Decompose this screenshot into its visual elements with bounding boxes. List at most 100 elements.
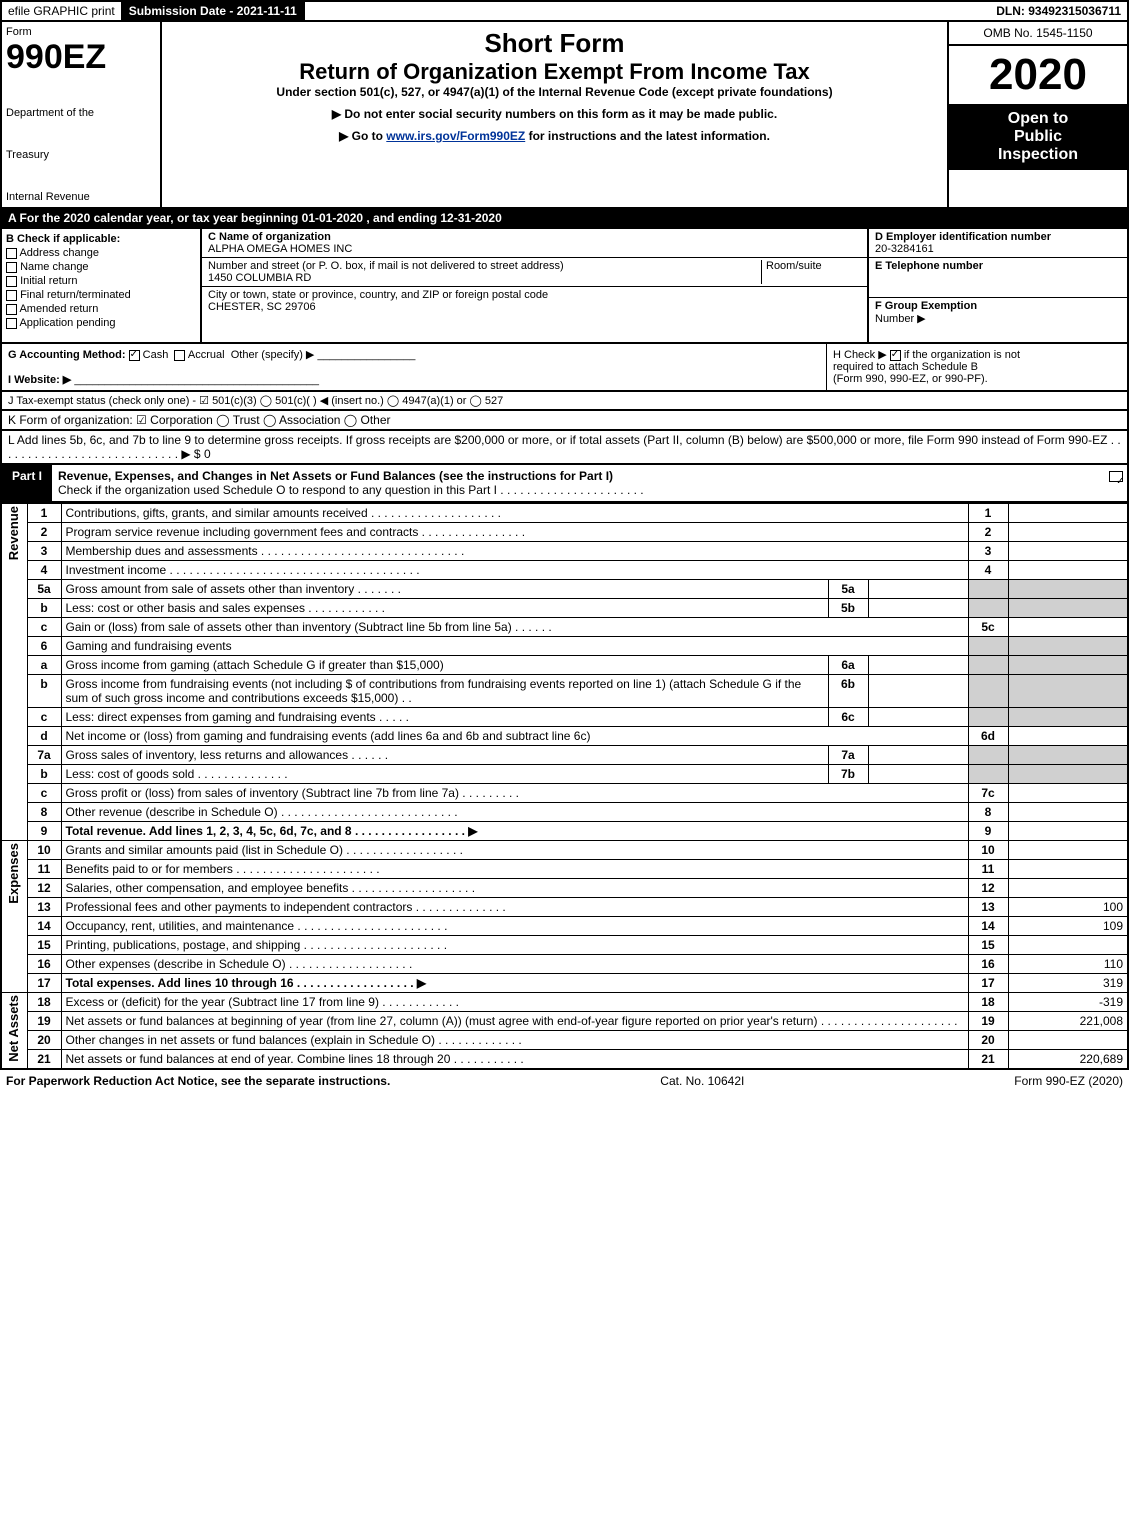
part-1-table: Revenue 1 Contributions, gifts, grants, …: [0, 503, 1129, 1070]
note2-pre: ▶ Go to: [339, 129, 386, 143]
form-number: 990EZ: [6, 38, 156, 77]
line-20-value: [1008, 1031, 1128, 1050]
table-row: 12Salaries, other compensation, and empl…: [1, 879, 1128, 898]
line-7a-value: [868, 746, 968, 765]
omb-number: OMB No. 1545-1150: [949, 22, 1127, 46]
line-g: G Accounting Method: Cash Accrual Other …: [2, 344, 827, 390]
table-row: 16Other expenses (describe in Schedule O…: [1, 955, 1128, 974]
line-6a-value: [868, 656, 968, 675]
check-amended-return[interactable]: Amended return: [6, 303, 196, 315]
table-row: 19Net assets or fund balances at beginni…: [1, 1012, 1128, 1031]
form-title-box: Short Form Return of Organization Exempt…: [162, 22, 947, 207]
irs-link[interactable]: www.irs.gov/Form990EZ: [386, 129, 525, 143]
box-b: B Check if applicable: Address change Na…: [2, 229, 202, 342]
city-label: City or town, state or province, country…: [208, 289, 861, 301]
line-18-value: -319: [1008, 993, 1128, 1012]
dln-label: DLN: 93492315036711: [990, 2, 1127, 20]
line-15-value: [1008, 936, 1128, 955]
line-l: L Add lines 5b, 6c, and 7b to line 9 to …: [0, 431, 1129, 465]
identification-block: B Check if applicable: Address change Na…: [0, 229, 1129, 344]
box-c: C Name of organization ALPHA OMEGA HOMES…: [202, 229, 867, 342]
table-row: 7aGross sales of inventory, less returns…: [1, 746, 1128, 765]
line-h: H Check ▶ if the organization is not req…: [827, 344, 1127, 390]
address-label: Number and street (or P. O. box, if mail…: [208, 260, 761, 272]
form-note-2: ▶ Go to www.irs.gov/Form990EZ for instru…: [168, 129, 941, 143]
form-number-box: Form 990EZ Department of the Treasury In…: [2, 22, 162, 207]
table-row: 6Gaming and fundraising events: [1, 637, 1128, 656]
table-row: 11Benefits paid to or for members . . . …: [1, 860, 1128, 879]
table-row: dNet income or (loss) from gaming and fu…: [1, 727, 1128, 746]
table-row: 15Printing, publications, postage, and s…: [1, 936, 1128, 955]
revenue-side-label: Revenue: [6, 506, 21, 560]
city-value: CHESTER, SC 29706: [208, 301, 861, 313]
part-1-header: Part I Revenue, Expenses, and Changes in…: [0, 465, 1129, 503]
table-row: Revenue 1 Contributions, gifts, grants, …: [1, 504, 1128, 523]
table-row: 8Other revenue (describe in Schedule O) …: [1, 803, 1128, 822]
accounting-accrual-checkbox[interactable]: [174, 350, 185, 361]
check-initial-return[interactable]: Initial return: [6, 275, 196, 287]
form-meta-box: OMB No. 1545-1150 2020 Open to Public In…: [947, 22, 1127, 207]
table-row: aGross income from gaming (attach Schedu…: [1, 656, 1128, 675]
form-title-1: Short Form: [168, 28, 941, 59]
line-16-value: 110: [1008, 955, 1128, 974]
department-line-3: Internal Revenue: [6, 191, 156, 203]
line-1-value: [1008, 504, 1128, 523]
line-7c-value: [1008, 784, 1128, 803]
table-row: bLess: cost of goods sold . . . . . . . …: [1, 765, 1128, 784]
expenses-side-label: Expenses: [6, 843, 21, 904]
check-application-pending[interactable]: Application pending: [6, 317, 196, 329]
accounting-cash-checkbox[interactable]: [129, 350, 140, 361]
line-8-value: [1008, 803, 1128, 822]
schedule-b-checkbox[interactable]: [890, 350, 901, 361]
part-1-schedule-o-checkbox[interactable]: [1109, 471, 1123, 482]
table-row: cGross profit or (loss) from sales of in…: [1, 784, 1128, 803]
form-word: Form: [6, 26, 156, 38]
table-row: Expenses 10Grants and similar amounts pa…: [1, 841, 1128, 860]
table-row: 20Other changes in net assets or fund ba…: [1, 1031, 1128, 1050]
box-d-e-f: D Employer identification number 20-3284…: [867, 229, 1127, 342]
department-line-2: Treasury: [6, 149, 156, 161]
tax-year: 2020: [949, 46, 1127, 104]
line-11-value: [1008, 860, 1128, 879]
line-7b-value: [868, 765, 968, 784]
form-title-2: Return of Organization Exempt From Incom…: [168, 59, 941, 85]
footer-left: For Paperwork Reduction Act Notice, see …: [6, 1074, 390, 1088]
line-9-value: [1008, 822, 1128, 841]
line-13-value: 100: [1008, 898, 1128, 917]
line-j: J Tax-exempt status (check only one) - ☑…: [0, 392, 1129, 411]
department-line-1: Department of the: [6, 107, 156, 119]
box-b-title: B Check if applicable:: [6, 233, 120, 245]
top-bar: efile GRAPHIC print Submission Date - 20…: [0, 0, 1129, 22]
table-row: 17Total expenses. Add lines 10 through 1…: [1, 974, 1128, 993]
line-3-value: [1008, 542, 1128, 561]
check-address-change[interactable]: Address change: [6, 247, 196, 259]
line-6b-value: [868, 675, 968, 708]
line-5a-value: [868, 580, 968, 599]
form-note-1: ▶ Do not enter social security numbers o…: [168, 107, 941, 121]
table-row: cGain or (loss) from sale of assets othe…: [1, 618, 1128, 637]
check-name-change[interactable]: Name change: [6, 261, 196, 273]
table-row: 2Program service revenue including gover…: [1, 523, 1128, 542]
telephone-label: E Telephone number: [875, 260, 983, 272]
page-footer: For Paperwork Reduction Act Notice, see …: [0, 1070, 1129, 1092]
line-6d-value: [1008, 727, 1128, 746]
open-public-inspection: Open to Public Inspection: [949, 104, 1127, 170]
table-row: 4Investment income . . . . . . . . . . .…: [1, 561, 1128, 580]
line-10-value: [1008, 841, 1128, 860]
table-row: 21Net assets or fund balances at end of …: [1, 1050, 1128, 1070]
group-exemption-label: F Group Exemption: [875, 300, 977, 312]
submission-date-button[interactable]: Submission Date - 2021-11-11: [123, 2, 305, 20]
line-19-value: 221,008: [1008, 1012, 1128, 1031]
net-assets-side-label: Net Assets: [6, 995, 21, 1062]
line-17-value: 319: [1008, 974, 1128, 993]
line-k: K Form of organization: ☑ Corporation ◯ …: [0, 411, 1129, 431]
line-5b-value: [868, 599, 968, 618]
check-final-return[interactable]: Final return/terminated: [6, 289, 196, 301]
group-exemption-number: Number ▶: [875, 313, 926, 325]
efile-print-label: efile GRAPHIC print: [2, 2, 123, 20]
line-5c-value: [1008, 618, 1128, 637]
line-i: I Website: ▶: [8, 374, 71, 386]
line-4-value: [1008, 561, 1128, 580]
line-21-value: 220,689: [1008, 1050, 1128, 1070]
line-6c-value: [868, 708, 968, 727]
